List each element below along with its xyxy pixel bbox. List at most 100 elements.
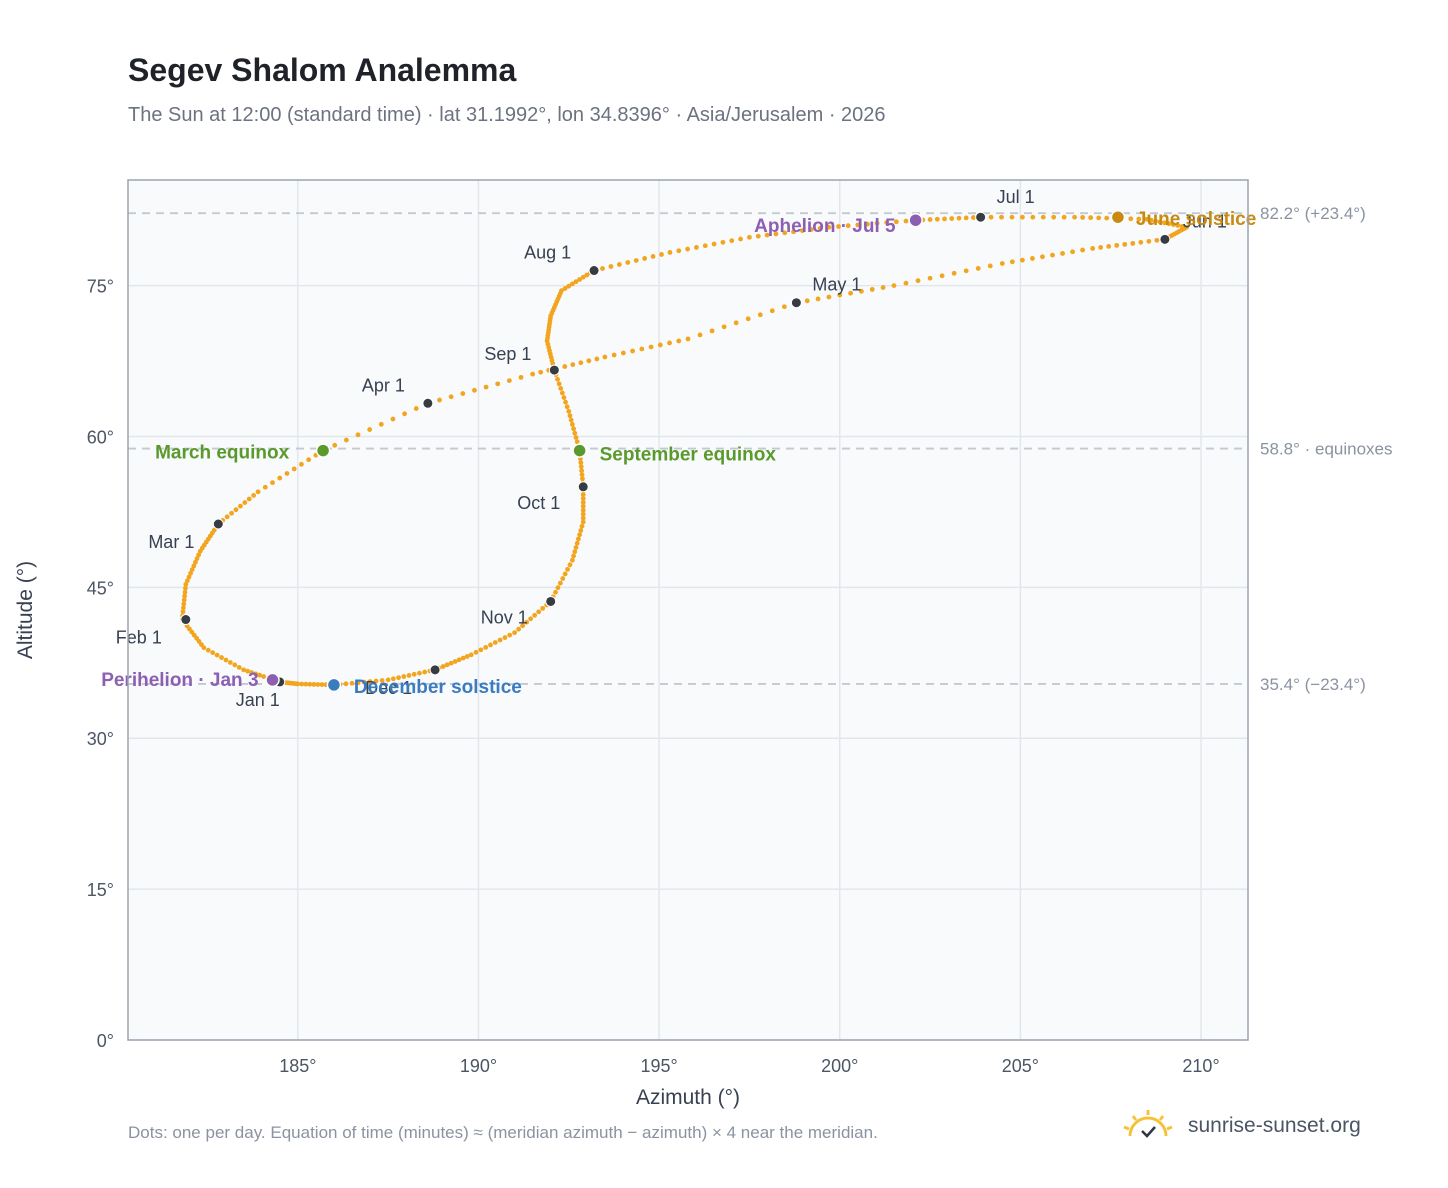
- day-dot: [506, 378, 512, 384]
- day-dot: [238, 503, 243, 509]
- x-tick-label: 200°: [821, 1056, 858, 1076]
- day-dot: [1096, 215, 1102, 221]
- day-dot: [697, 332, 703, 338]
- day-dot: [1090, 245, 1096, 251]
- day-dot: [284, 471, 290, 476]
- day-dot: [579, 468, 585, 474]
- month-label: Nov 1: [481, 607, 528, 627]
- sun-logo-icon: [1123, 1110, 1173, 1138]
- day-dot: [625, 260, 631, 265]
- day-dot: [648, 344, 654, 350]
- day-dot: [565, 566, 570, 572]
- x-tick-label: 205°: [1002, 1056, 1039, 1076]
- month-marker: [548, 364, 560, 376]
- month-marker: [212, 518, 224, 530]
- day-dot: [676, 338, 682, 344]
- day-dot: [804, 298, 810, 304]
- day-dot: [721, 324, 727, 330]
- day-dot: [473, 649, 479, 655]
- day-dot: [422, 669, 428, 675]
- day-dot: [869, 287, 875, 292]
- day-dot: [448, 660, 454, 666]
- day-dot: [183, 581, 189, 587]
- day-dot: [578, 528, 584, 533]
- day-dot: [1144, 216, 1150, 222]
- month-marker: [429, 664, 441, 676]
- day-dot: [379, 678, 385, 683]
- day-dot: [903, 280, 909, 286]
- day-dot: [574, 439, 580, 445]
- day-dot: [580, 500, 586, 505]
- month-label: Jan 1: [236, 690, 280, 710]
- brand[interactable]: sunrise-sunset.org: [1120, 1104, 1361, 1148]
- day-dot: [859, 288, 864, 294]
- x-axis-title: Azimuth (°): [636, 1086, 740, 1109]
- day-dot: [1070, 249, 1075, 255]
- day-dot: [580, 519, 586, 525]
- day-dot: [1080, 247, 1086, 253]
- day-dot: [1184, 224, 1189, 230]
- day-dot: [560, 576, 566, 581]
- month-label: Jul 1: [997, 187, 1035, 207]
- event-marker: [265, 672, 280, 688]
- day-dot: [229, 510, 234, 516]
- day-dot: [1166, 221, 1172, 227]
- day-dot: [223, 657, 229, 663]
- day-dot: [1072, 214, 1077, 220]
- day-dot: [559, 390, 565, 396]
- day-dot: [530, 371, 536, 377]
- day-dot: [884, 220, 890, 225]
- day-dot: [185, 578, 190, 584]
- day-dot: [257, 672, 263, 678]
- day-dot: [478, 647, 484, 653]
- month-label: Aug 1: [524, 243, 571, 263]
- day-dot: [233, 507, 239, 513]
- day-dot: [180, 605, 186, 611]
- day-dot: [826, 224, 832, 230]
- day-dot: [1154, 237, 1160, 243]
- day-dot: [437, 397, 442, 403]
- month-label: Oct 1: [517, 493, 560, 513]
- day-dot: [567, 413, 573, 419]
- day-dot: [194, 556, 200, 561]
- day-dot: [1146, 238, 1152, 244]
- day-dot: [573, 279, 579, 285]
- day-dot: [1009, 259, 1015, 265]
- day-dot: [232, 662, 238, 668]
- month-label: Mar 1: [148, 532, 194, 552]
- day-dot: [557, 580, 563, 586]
- event-markers: March equinox September equinox June solst…: [101, 209, 1256, 698]
- day-dot: [817, 225, 823, 231]
- day-dot: [236, 664, 242, 670]
- day-dot: [611, 352, 617, 358]
- day-dot: [180, 609, 186, 615]
- day-dot: [411, 671, 417, 677]
- day-dot: [563, 399, 568, 405]
- day-dot: [512, 630, 517, 636]
- month-marker: [180, 614, 192, 626]
- day-dot: [729, 238, 735, 244]
- day-dot: [311, 681, 317, 687]
- day-dot: [448, 394, 454, 400]
- day-dot: [189, 567, 195, 572]
- day-dot: [1136, 216, 1142, 222]
- day-dot: [987, 263, 993, 269]
- day-dot: [181, 601, 187, 607]
- day-dot: [291, 466, 297, 472]
- day-dot: [685, 336, 691, 342]
- day-dot: [1128, 216, 1134, 222]
- day-dot: [573, 435, 579, 440]
- month-markers: Jan 1 Feb 1 Mar 1 Apr 1 May 1 Jun 1 Jul 1 Aug 1…: [116, 187, 1227, 710]
- day-dot: [378, 421, 384, 427]
- y-tick-label: 15°: [87, 880, 114, 900]
- day-dot: [949, 216, 955, 221]
- month-label: Feb 1: [116, 628, 162, 648]
- day-dot: [927, 217, 933, 222]
- day-dot: [633, 258, 639, 263]
- day-dot: [826, 294, 832, 300]
- day-dot: [385, 677, 391, 683]
- day-dot: [1138, 239, 1144, 245]
- day-dot: [747, 234, 752, 240]
- event-label: March equinox: [155, 443, 290, 464]
